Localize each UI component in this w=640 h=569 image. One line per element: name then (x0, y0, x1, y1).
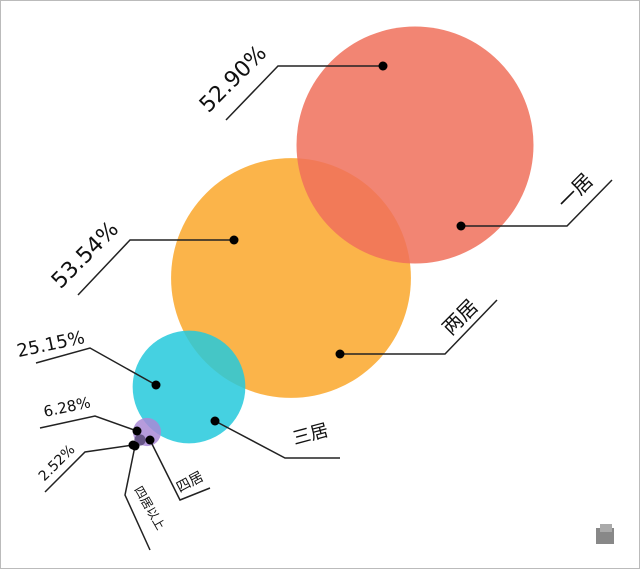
leader-line (35, 347, 157, 386)
leader-line (149, 439, 211, 501)
logo (596, 524, 614, 544)
leader-line (124, 445, 151, 551)
leader-line (214, 420, 340, 459)
leader-line (39, 415, 138, 432)
leader-dot (132, 426, 142, 436)
leader-dot (130, 441, 140, 451)
leader-line (77, 239, 234, 296)
leader-dot (151, 380, 161, 390)
bubble (132, 330, 246, 444)
leader-dot (456, 221, 466, 231)
leader-dot (378, 61, 388, 71)
leader-dot (229, 235, 239, 245)
leader-dot (145, 435, 155, 445)
leader-dot (335, 349, 345, 359)
leader-line (340, 299, 498, 355)
leader-dot (210, 416, 220, 426)
bubble (296, 26, 534, 264)
leader-line (461, 179, 613, 227)
leader-line (225, 65, 383, 121)
leader-line (44, 444, 134, 493)
